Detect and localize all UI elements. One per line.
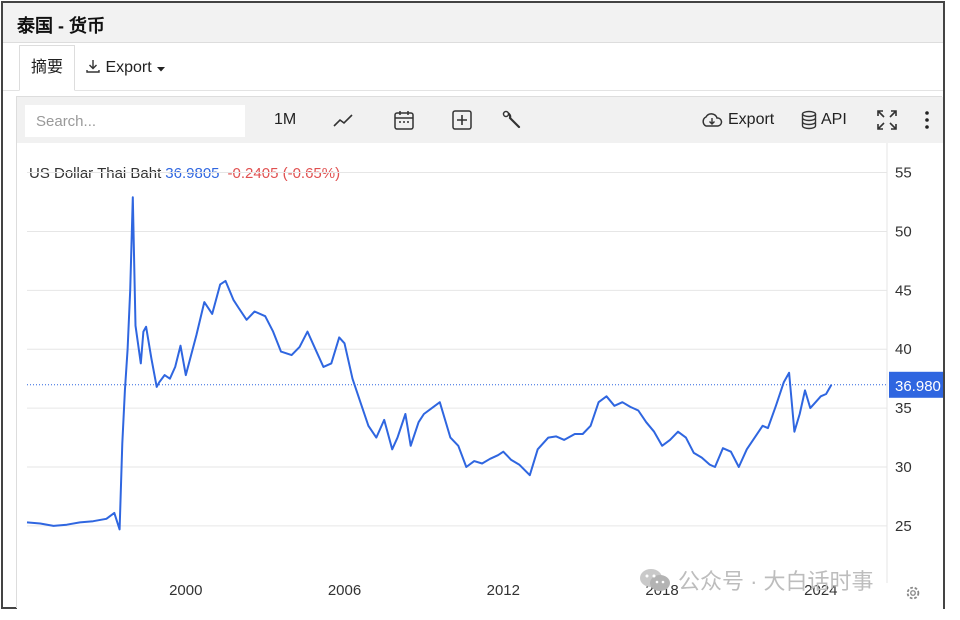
wechat-logo-icon (640, 569, 670, 591)
gear-icon[interactable] (904, 584, 922, 602)
x-tick-label-2000: 2000 (169, 582, 202, 599)
toolbar-export-button[interactable]: Export (700, 107, 774, 133)
export-dropdown-label: Export (105, 59, 152, 76)
legend-last-value: 36.9805 (165, 165, 220, 182)
y-tick-label-55: 55 (895, 165, 912, 182)
title-bar: 泰国 - 货币 (3, 3, 943, 43)
line-chart-icon[interactable] (332, 108, 356, 132)
api-button[interactable]: API (801, 107, 847, 133)
database-icon (801, 110, 817, 130)
more-vertical-icon[interactable] (915, 108, 939, 132)
y-tick-label-40: 40 (895, 341, 912, 358)
page-title: 泰国 - 货币 (17, 16, 105, 36)
last-value-badge-label: 36.980 (895, 378, 941, 395)
legend-series-name: US Dollar Thai Baht (29, 165, 162, 182)
x-tick-label-2024: 2024 (804, 582, 837, 599)
y-tick-label-35: 35 (895, 400, 912, 417)
watermark: 公众号 · 大白话时事 (638, 564, 874, 596)
interval-button[interactable]: 1M (274, 107, 296, 133)
x-tick-label-2012: 2012 (487, 582, 520, 599)
chart-toolbar: 1M Export (17, 97, 943, 143)
tabs-row: 摘要 Export (3, 45, 943, 91)
chart-legend: US Dollar Thai Baht 36.9805 -0.2405 (-0.65… (29, 165, 340, 182)
toolbar-export-label: Export (728, 111, 775, 128)
add-icon[interactable] (450, 108, 474, 132)
y-tick-label-30: 30 (895, 459, 912, 476)
interval-label: 1M (274, 111, 297, 128)
plot-area: US Dollar Thai Baht 36.9805 -0.2405 (-0.65… (17, 143, 943, 609)
export-dropdown[interactable]: Export (85, 57, 166, 79)
wrench-icon[interactable] (500, 108, 524, 132)
api-label: API (821, 111, 847, 128)
last-value-badge (889, 371, 943, 398)
download-icon (86, 60, 100, 73)
line-chart[interactable]: 253035404550552000200620122018202436.980 (17, 143, 943, 609)
chart-panel: 1M Export (16, 96, 943, 609)
fullscreen-icon[interactable] (875, 108, 899, 132)
tab-summary[interactable]: 摘要 (19, 45, 75, 91)
y-tick-label-50: 50 (895, 223, 912, 240)
y-tick-label-25: 25 (895, 518, 912, 535)
x-tick-label-2006: 2006 (328, 582, 361, 599)
series-line (26, 196, 833, 531)
legend-change: -0.2405 (-0.65%) (227, 165, 341, 182)
y-tick-label-45: 45 (895, 282, 912, 299)
calendar-icon[interactable] (392, 108, 416, 132)
cloud-download-icon (702, 113, 723, 127)
watermark-text: 公众号 · 大白话时事 (678, 569, 874, 594)
search-input[interactable] (25, 105, 245, 137)
caret-down-icon (157, 67, 166, 72)
